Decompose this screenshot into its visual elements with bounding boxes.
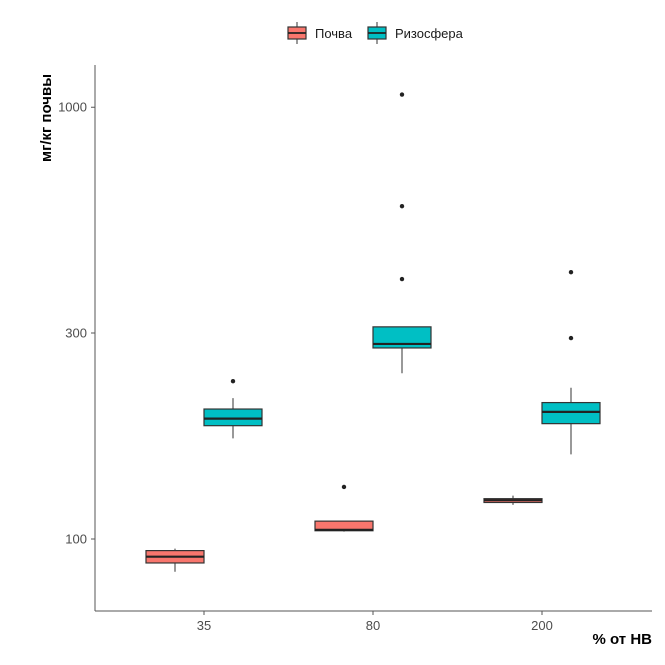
y-tick-label: 100 [65, 532, 87, 547]
y-tick-label: 1000 [58, 100, 87, 115]
legend-item: Почва [287, 22, 353, 44]
legend-label: Почва [315, 26, 353, 41]
y-tick-label: 300 [65, 326, 87, 341]
outlier-point [230, 378, 236, 384]
x-tick-label: 35 [197, 618, 211, 633]
outlier-point [568, 269, 574, 275]
outlier-point [568, 335, 574, 341]
x-tick-label: 80 [366, 618, 380, 633]
box-Почва-80 [314, 484, 374, 532]
box-Ризосфера-80 [372, 92, 432, 374]
y-axis-title: мг/кг почвы [38, 74, 55, 162]
legend-label: Ризосфера [395, 26, 464, 41]
outlier-point [399, 276, 405, 282]
box-rect [541, 401, 601, 425]
boxes [145, 92, 601, 572]
box-rect [203, 408, 263, 427]
outlier-point [399, 203, 405, 209]
outlier-point [341, 484, 347, 490]
box-rect [372, 326, 432, 349]
box-Почва-200 [483, 495, 543, 505]
box-Почва-35 [145, 548, 205, 572]
y-ticks: 100 300 1000 [58, 100, 95, 547]
outlier-point [399, 92, 405, 97]
x-tick-label: 200 [531, 618, 553, 633]
x-ticks: 35 80 200 [197, 611, 553, 633]
x-axis-title: % от НВ [593, 631, 653, 648]
box-Ризосфера-35 [203, 378, 263, 439]
box-Ризосфера-200 [541, 269, 601, 455]
legend: Почва Ризосфера [287, 22, 464, 44]
legend-item: Ризосфера [367, 22, 464, 44]
